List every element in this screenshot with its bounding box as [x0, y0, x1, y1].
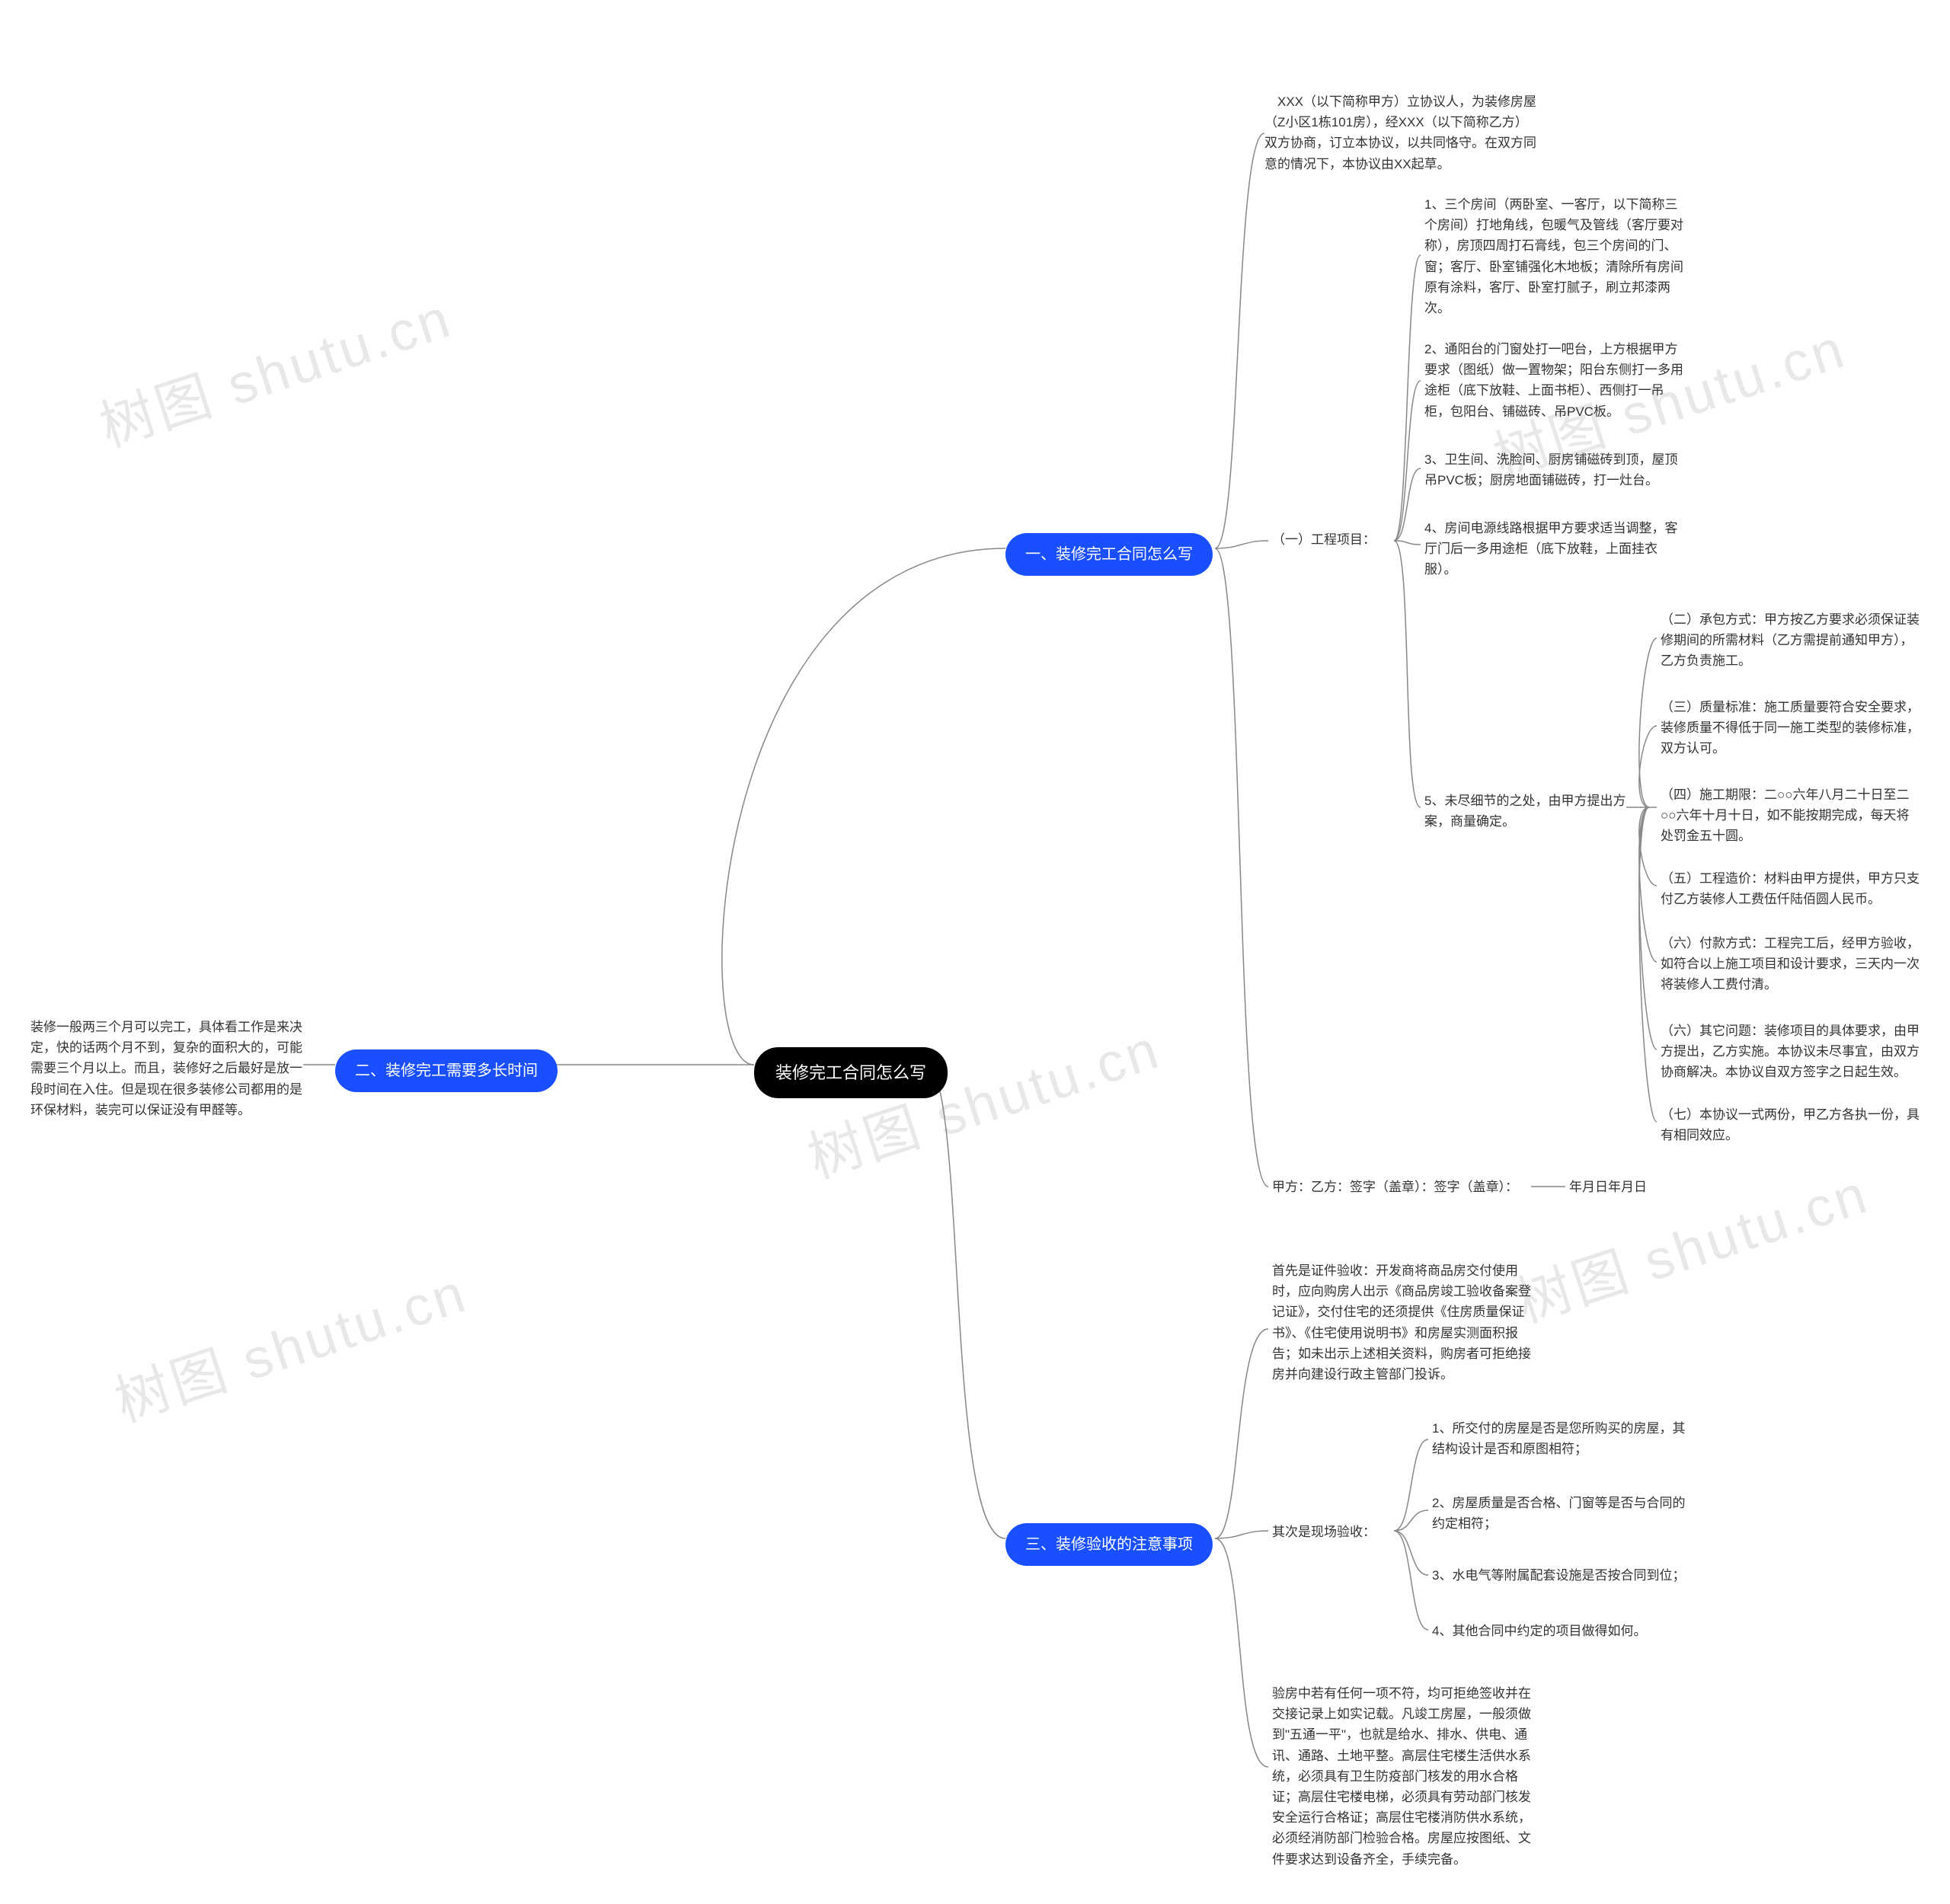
b1-signature: 甲方：乙方：签字（盖章）：签字（盖章）：	[1272, 1177, 1518, 1197]
b1-project-item-1: 1、三个房间（两卧室、一客厅，以下简称三个房间）打地角线，包暖气及管线（客厅要对…	[1424, 194, 1683, 318]
b1-clause-2: （二）承包方式：甲方按乙方要求必须保证装修期间的所需材料（乙方需提前通知甲方），…	[1661, 609, 1920, 672]
branch-2[interactable]: 二、装修完工需要多长时间	[335, 1049, 558, 1092]
b3-second-2: 2、房屋质量是否合格、门窗等是否与合同的约定相符；	[1432, 1493, 1691, 1534]
b3-second-4: 4、其他合同中约定的项目做得如何。	[1432, 1621, 1646, 1641]
b1-project-label: （一）工程项目：	[1272, 529, 1376, 550]
branch-3[interactable]: 三、装修验收的注意事项	[1005, 1523, 1213, 1566]
b1-clause-7: （七）本协议一式两份，甲乙方各执一份，具有相同效应。	[1661, 1104, 1920, 1145]
watermark: 树图 shutu.cn	[88, 273, 461, 462]
b1-project-item-3: 3、卫生间、洗脸间、厨房铺磁砖到顶，屋顶吊PVC板；厨房地面铺磁砖，打一灶台。	[1424, 449, 1683, 490]
b1-clause-3: （三）质量标准：施工质量要符合安全要求，装修质量不得低于同一施工类型的装修标准，…	[1661, 697, 1920, 759]
watermark: 树图 shutu.cn	[797, 1004, 1169, 1193]
b1-project-item-4: 4、房间电源线路根据甲方要求适当调整，客厅门后一多用途柜（底下放鞋，上面挂衣服）…	[1424, 518, 1683, 580]
watermark: 树图 shutu.cn	[1505, 1148, 1878, 1337]
b3-second-3: 3、水电气等附属配套设施是否按合同到位；	[1432, 1565, 1685, 1586]
b1-project-item-5: 5、未尽细节的之处，由甲方提出方案，商量确定。	[1424, 791, 1645, 832]
b1-clause-6: （六）付款方式：工程完工后，经甲方验收，如符合以上施工项目和设计要求，三天内一次…	[1661, 933, 1920, 995]
b1-preamble: XXX（以下简称甲方）立协议人，为装修房屋（Z小区1栋101房），经XXX（以下…	[1264, 91, 1539, 174]
b1-project-item-2: 2、通阳台的门窗处打一吧台，上方根据甲方要求（图纸）做一置物架；阳台东侧打一多用…	[1424, 339, 1683, 422]
b1-clause-4: （四）施工期限：二○○六年八月二十日至二○○六年十月十日，如不能按期完成，每天将…	[1661, 784, 1920, 847]
b1-signature-date: 年月日年月日	[1569, 1177, 1647, 1197]
b3-second-label: 其次是现场验收：	[1272, 1522, 1376, 1542]
b3-third: 验房中若有任何一项不符，均可拒绝签收并在交接记录上如实记载。凡竣工房屋，一般须做…	[1272, 1683, 1542, 1870]
watermark: 树图 shutu.cn	[104, 1248, 476, 1436]
b3-first: 首先是证件验收：开发商将商品房交付使用时，应向购房人出示《商品房竣工验收备案登记…	[1272, 1260, 1539, 1385]
b1-clause-6b: （六）其它问题：装修项目的具体要求，由甲方提出，乙方实施。本协议未尽事宜，由双方…	[1661, 1021, 1920, 1083]
root-node[interactable]: 装修完工合同怎么写	[754, 1047, 948, 1098]
b3-second-1: 1、所交付的房屋是否是您所购买的房屋，其结构设计是否和原图相符；	[1432, 1418, 1691, 1459]
b1-clause-5: （五）工程造价：材料由甲方提供，甲方只支付乙方装修人工费伍仟陆佰圆人民币。	[1661, 868, 1920, 909]
branch-1[interactable]: 一、装修完工合同怎么写	[1005, 533, 1213, 576]
branch-2-detail: 装修一般两三个月可以完工，具体看工作是来决定，快的话两个月不到，复杂的面积大的，…	[30, 1017, 305, 1120]
